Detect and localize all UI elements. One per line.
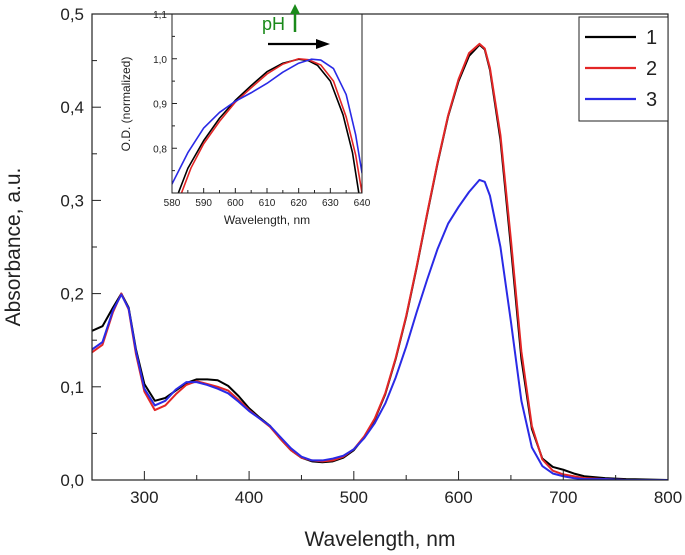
main-y-tick-label: 0,0: [60, 471, 84, 490]
main-y-axis-title: Absorbance, a.u.: [2, 168, 25, 327]
inset-y-tick-label: 1,0: [153, 55, 167, 66]
legend-label-2: 2: [646, 58, 657, 80]
main-y-ticks: 0,0 0,1 0,2 0,3 0,4 0,5: [60, 5, 101, 490]
main-y-tick-label: 0,2: [60, 285, 84, 304]
legend-label-1: 1: [646, 27, 657, 49]
main-x-axis-title: Wavelength, nm: [305, 528, 456, 551]
main-series-3-line: [92, 178, 668, 480]
main-x-ticks: 300 400 500 600 700 800: [91, 471, 682, 507]
inset-x-tick-label: 580: [164, 198, 181, 209]
inset-x-tick-label: 620: [290, 198, 307, 209]
main-x-tick-label: 500: [340, 488, 368, 507]
inset-y-tick-label: 1,1: [153, 10, 167, 21]
inset-x-ticks: 580 590 600 610 620 630 640: [164, 188, 371, 209]
ph-up-arrow-icon: [290, 4, 300, 32]
inset-x-tick-label: 640: [354, 198, 371, 209]
inset-y-ticks: 0,8 0,9 1,0 1,1: [153, 10, 177, 194]
inset-x-tick-label: 630: [322, 198, 339, 209]
inset-x-tick-label: 590: [195, 198, 212, 209]
inset-series-1-line: [177, 58, 360, 193]
inset-series-2-line: [180, 57, 362, 193]
inset-x-tick-label: 600: [227, 198, 244, 209]
main-y-tick-label: 0,5: [60, 5, 84, 24]
inset-chart: 580 590 600 610 620 630 640 0,8 0,9 1,0 1,1 Wavel…: [119, 4, 371, 227]
inset-y-tick-label: 0,8: [153, 144, 167, 155]
main-x-tick-label: 300: [130, 488, 158, 507]
main-x-tick-label: 800: [654, 488, 682, 507]
main-y-tick-label: 0,1: [60, 378, 84, 397]
shift-right-arrow-icon: [268, 39, 330, 49]
main-x-tick-label: 600: [444, 488, 472, 507]
inset-x-tick-label: 610: [259, 198, 276, 209]
ph-annotation-label: pH: [262, 14, 285, 34]
main-x-tick-label: 400: [235, 488, 263, 507]
inset-x-axis-title: Wavelength, nm: [224, 213, 310, 227]
inset-series-group: [172, 57, 362, 193]
legend-label-3: 3: [646, 89, 657, 111]
main-series-group: [92, 42, 668, 480]
inset-y-tick-label: 0,9: [153, 100, 167, 111]
main-y-tick-label: 0,3: [60, 191, 84, 210]
main-x-tick-label: 700: [549, 488, 577, 507]
inset-y-axis-title: O.D. (normalized): [119, 57, 133, 152]
inset-series-3-line: [172, 58, 362, 185]
legend: 1 2 3: [578, 16, 669, 122]
main-y-tick-label: 0,4: [60, 98, 84, 117]
